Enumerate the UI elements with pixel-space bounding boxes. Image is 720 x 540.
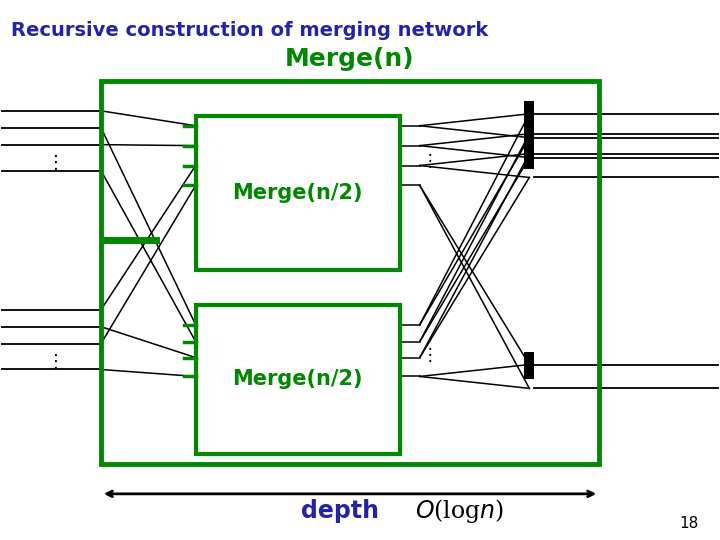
Text: Merge(n): Merge(n)	[285, 47, 415, 71]
Bar	[524, 140, 534, 168]
Text: Recursive construction of merging network: Recursive construction of merging networ…	[12, 21, 489, 40]
Text: Merge(n/2): Merge(n/2)	[233, 183, 363, 203]
Bar	[524, 101, 534, 129]
Text: Merge(n/2): Merge(n/2)	[233, 369, 363, 389]
Text: $\it{O}$(log$\it{n}$): $\it{O}$(log$\it{n}$)	[415, 497, 504, 525]
Bar	[524, 352, 534, 380]
Text: ⋮: ⋮	[48, 153, 66, 172]
Text: ⋮: ⋮	[421, 346, 438, 363]
Bar	[196, 305, 400, 454]
Text: depth: depth	[301, 499, 379, 523]
Text: 18: 18	[680, 516, 698, 531]
Text: ⋮: ⋮	[48, 353, 66, 370]
Bar	[196, 116, 400, 270]
Text: ⋮: ⋮	[421, 152, 438, 170]
Bar	[101, 81, 599, 464]
Bar	[524, 121, 534, 149]
